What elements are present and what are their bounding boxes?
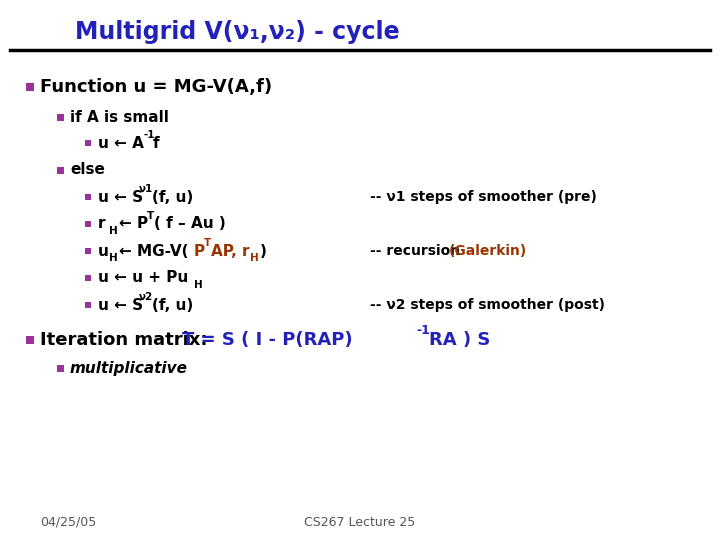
Text: ← P: ← P [119, 217, 148, 232]
Bar [85, 221, 91, 227]
Text: Multigrid V(ν₁,ν₂) - cycle: Multigrid V(ν₁,ν₂) - cycle [75, 20, 400, 44]
Text: u ← S: u ← S [98, 190, 143, 205]
Text: Iteration matrix:: Iteration matrix: [40, 331, 214, 349]
Bar [85, 194, 91, 200]
Bar [85, 140, 91, 146]
Text: H: H [194, 280, 203, 290]
Text: multiplicative: multiplicative [70, 361, 188, 375]
Text: T = S ( I - P(RAP): T = S ( I - P(RAP) [182, 331, 353, 349]
Text: H: H [109, 253, 118, 263]
Text: -1: -1 [416, 325, 430, 338]
Text: ): ) [260, 244, 267, 259]
Text: CS267 Lecture 25: CS267 Lecture 25 [305, 516, 415, 529]
Text: ν1: ν1 [139, 184, 153, 194]
Bar [56, 166, 63, 173]
Text: AP, r: AP, r [211, 244, 250, 259]
Text: T: T [147, 211, 154, 221]
Text: RA ) S: RA ) S [429, 331, 490, 349]
Text: -1: -1 [143, 130, 155, 140]
Text: else: else [70, 163, 105, 178]
Text: ν2: ν2 [139, 292, 153, 302]
Bar [85, 248, 91, 254]
Text: T: T [204, 238, 211, 248]
Text: Function u = MG-V(A,f): Function u = MG-V(A,f) [40, 78, 272, 96]
Text: -- ν1 steps of smoother (pre): -- ν1 steps of smoother (pre) [370, 190, 597, 204]
Text: r: r [98, 217, 106, 232]
Text: (f, u): (f, u) [152, 190, 193, 205]
Text: 04/25/05: 04/25/05 [40, 516, 96, 529]
Text: u ← A: u ← A [98, 136, 144, 151]
Bar [26, 83, 34, 91]
Text: (f, u): (f, u) [152, 298, 193, 313]
Text: if A is small: if A is small [70, 110, 169, 125]
Bar [26, 336, 34, 344]
Bar [85, 302, 91, 308]
Bar [56, 113, 63, 120]
Text: u ← u + Pu: u ← u + Pu [98, 271, 188, 286]
Bar [56, 364, 63, 372]
Text: f: f [153, 136, 160, 151]
Text: u ← S: u ← S [98, 298, 143, 313]
Text: u: u [98, 244, 109, 259]
Text: ← MG-V(: ← MG-V( [119, 244, 189, 259]
Text: (Galerkin): (Galerkin) [449, 244, 527, 258]
Bar [85, 275, 91, 281]
Text: H: H [250, 253, 258, 263]
Text: -- ν2 steps of smoother (post): -- ν2 steps of smoother (post) [370, 298, 605, 312]
Text: H: H [109, 226, 118, 236]
Text: -- recursion: -- recursion [370, 244, 465, 258]
Text: ( f – Au ): ( f – Au ) [154, 217, 226, 232]
Text: P: P [194, 244, 205, 259]
